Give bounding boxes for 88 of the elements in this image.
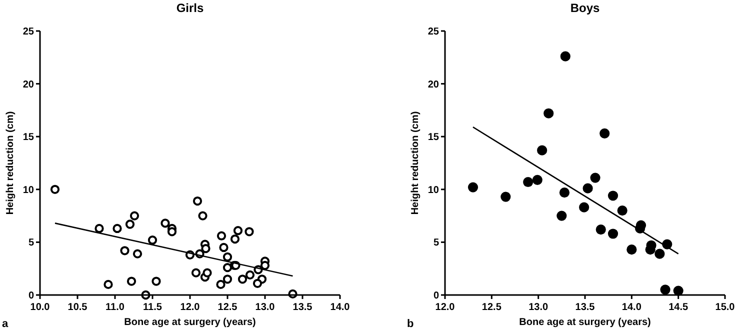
point (617, 205, 628, 216)
point (590, 172, 600, 183)
y-axis-title: Height reduction (cm) (5, 111, 16, 215)
point (260, 260, 270, 270)
point (112, 224, 122, 234)
point (230, 234, 240, 244)
point (152, 276, 161, 286)
point (202, 268, 212, 278)
point (219, 242, 228, 252)
text: a (2, 318, 9, 330)
y-tick-label: 10 (428, 184, 440, 196)
y-tick-label: 20 (22, 79, 34, 90)
point (216, 231, 226, 240)
point (233, 226, 243, 236)
y-tick-label: 25 (22, 26, 34, 38)
point (198, 211, 208, 220)
point (120, 246, 130, 256)
y-tick-label: 0 (28, 290, 34, 302)
point (532, 174, 542, 185)
point (104, 280, 113, 289)
point (560, 51, 570, 62)
chart-title: Girls (176, 1, 204, 15)
point (660, 284, 670, 295)
point (132, 249, 142, 258)
point (500, 192, 511, 202)
point (556, 210, 567, 221)
x-tick-label: 11.5 (143, 302, 162, 313)
point (596, 224, 606, 235)
point (523, 176, 534, 188)
point (673, 286, 684, 296)
point (192, 196, 202, 206)
chart-title: Boys (570, 1, 600, 15)
point (148, 236, 158, 245)
x-tick-label: 12.5 (218, 302, 238, 313)
text: b (407, 318, 414, 330)
point (582, 183, 593, 194)
y-tick-label: 0 (433, 290, 440, 302)
point (222, 274, 232, 284)
point (559, 188, 570, 198)
x-tick-label: 10.5 (68, 302, 88, 313)
x-tick-label: 12.0 (435, 302, 456, 313)
point (245, 270, 255, 280)
y-axis-title: Height reduction (cm) (410, 111, 421, 215)
x-tick-label: 14.0 (622, 302, 642, 313)
point (544, 108, 554, 118)
x-tick-label: 14.5 (668, 302, 688, 313)
point (167, 227, 177, 236)
x-tick-label: 15.0 (715, 302, 736, 313)
x-axis-title: Bone age at surgery (years) (124, 317, 256, 328)
point (125, 220, 135, 229)
point (130, 211, 140, 220)
x-tick-label: 12.5 (482, 302, 502, 313)
x-tick-label: 13.0 (255, 302, 276, 313)
x-tick-label: 10.0 (30, 302, 50, 313)
point (537, 145, 548, 156)
point (50, 184, 60, 194)
x-axis-title: Bone age at surgery (years) (519, 317, 651, 328)
point (608, 190, 618, 201)
x-tick-label: 13.0 (528, 302, 548, 313)
y-tick-label: 10 (22, 184, 34, 196)
point (94, 224, 104, 234)
point (238, 274, 248, 284)
point (468, 182, 478, 192)
x-tick-label: 13.5 (575, 302, 596, 313)
x-tick-label: 11.0 (106, 302, 125, 313)
y-tick-label: 15 (428, 132, 440, 144)
y-tick-label: 15 (22, 132, 34, 144)
point (201, 244, 210, 254)
y-tick-label: 20 (428, 79, 440, 90)
x-tick-label: 12.0 (180, 302, 200, 313)
point (244, 227, 254, 236)
point (191, 268, 201, 278)
x-tick-label: 14.0 (330, 302, 350, 313)
x-tick-label: 13.5 (292, 302, 313, 313)
point (626, 244, 637, 255)
point (126, 276, 136, 286)
point (216, 280, 226, 289)
y-tick-label: 5 (433, 238, 440, 249)
y-tick-label: 5 (28, 238, 34, 249)
point (600, 128, 610, 138)
y-tick-label: 25 (428, 26, 440, 38)
point (160, 218, 170, 228)
point (654, 248, 665, 259)
point (608, 228, 618, 239)
point (222, 252, 232, 262)
point (579, 202, 590, 212)
point (222, 262, 232, 272)
point (252, 278, 262, 288)
